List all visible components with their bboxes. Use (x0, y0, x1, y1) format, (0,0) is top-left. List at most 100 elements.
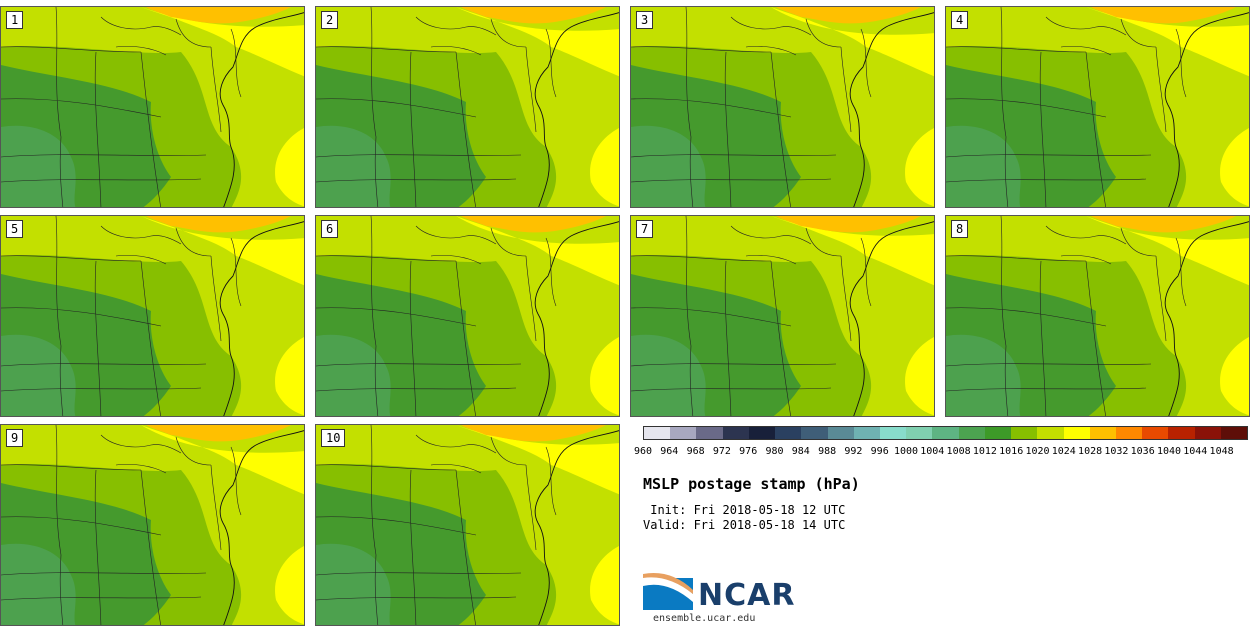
coastline (849, 12, 934, 207)
pressure-band-1028 (146, 425, 291, 442)
panel-label: 1 (6, 11, 24, 29)
pressure-band-1024-offshore (275, 546, 304, 625)
colorbar-swatch (1011, 427, 1038, 439)
great-lakes-outline (1045, 225, 1127, 265)
coastline (534, 430, 619, 625)
colorbar-tick-label: 1000 (893, 446, 919, 457)
pressure-band-1024-offshore (590, 546, 619, 625)
colorbar-swatch (1142, 427, 1169, 439)
pressure-band-1008 (316, 543, 391, 625)
init-time: Init: Fri 2018-05-18 12 UTC (643, 503, 846, 517)
panel-label: 9 (6, 429, 24, 447)
member-panel-7: 7 (630, 215, 935, 417)
colorbar-swatch (775, 427, 802, 439)
pressure-band-1024-offshore (905, 337, 934, 416)
state-borders (946, 216, 1187, 416)
pressure-band-1008 (631, 125, 706, 207)
coastline (219, 430, 304, 625)
colorbar-swatch (958, 427, 985, 439)
pressure-band-1008 (631, 334, 706, 416)
pressure-band-1028 (461, 7, 606, 24)
member-panel-2: 2 (315, 6, 620, 208)
pressure-band-1024-offshore (275, 337, 304, 416)
pressure-band-1028 (461, 216, 606, 233)
pressure-band-1028 (461, 425, 606, 442)
colorbar-tick-label: 984 (791, 446, 810, 457)
colorbar-swatch (670, 427, 697, 439)
panel-label: 4 (951, 11, 969, 29)
colorbar-swatch (984, 427, 1012, 439)
website-link[interactable]: ensemble.ucar.edu (653, 613, 756, 624)
great-lakes-outline (100, 16, 182, 56)
great-lakes-outline (415, 16, 497, 56)
colorbar-tick-label: 960 (633, 446, 653, 457)
state-borders (946, 7, 1187, 207)
colorbar-tick-label: 964 (660, 446, 679, 457)
great-lakes-outline (100, 225, 182, 265)
coastline (219, 12, 304, 207)
pressure-band-1024-offshore (1220, 128, 1249, 207)
coastline (534, 221, 619, 416)
great-lakes-outline (1045, 16, 1127, 56)
pressure-band-1024 (771, 216, 934, 286)
colorbar-swatch (801, 427, 828, 439)
colorbar-tick-label: 1012 (972, 446, 997, 457)
colorbar-swatch (853, 427, 880, 439)
great-lakes-outline (100, 434, 182, 474)
pressure-band-1024-offshore (275, 128, 304, 207)
pressure-band-1024 (1086, 216, 1249, 286)
state-borders (316, 7, 557, 207)
pressure-map (1, 216, 304, 416)
colorbar-tick-label: 980 (765, 446, 784, 457)
panel-label: 5 (6, 220, 24, 238)
colorbar-tick-label: 988 (818, 446, 837, 457)
member-panel-3: 3 (630, 6, 935, 208)
colorbar-swatch (722, 427, 749, 439)
state-borders (631, 216, 872, 416)
pressure-band-1008 (946, 125, 1021, 207)
pressure-map (946, 216, 1249, 416)
panel-label: 7 (636, 220, 654, 238)
coastline (219, 221, 304, 416)
member-panel-9: 9 (0, 424, 305, 626)
pressure-band-1008 (1, 543, 76, 625)
pressure-band-1024 (141, 216, 304, 286)
pressure-band-1008 (1, 125, 76, 207)
coastline (1164, 221, 1249, 416)
plot-title: MSLP postage stamp (hPa) (643, 475, 860, 493)
colorbar-tick-label: 1032 (1104, 446, 1129, 457)
state-borders (316, 216, 557, 416)
pressure-band-1008 (1, 334, 76, 416)
great-lakes-outline (415, 225, 497, 265)
member-panel-8: 8 (945, 215, 1250, 417)
colorbar-tick-label: 1008 (946, 446, 971, 457)
pressure-band-1024 (141, 7, 304, 77)
pressure-band-1008 (316, 125, 391, 207)
panel-label: 6 (321, 220, 339, 238)
state-borders (1, 425, 242, 625)
great-lakes-outline (730, 16, 812, 56)
colorbar (643, 426, 1248, 440)
colorbar-swatch (1089, 427, 1116, 439)
colorbar-swatch (1063, 427, 1090, 439)
ncar-logo-text: NCAR (698, 578, 796, 613)
pressure-map (316, 425, 619, 625)
pressure-map (316, 216, 619, 416)
pressure-band-1028 (146, 7, 291, 24)
member-panel-4: 4 (945, 6, 1250, 208)
great-lakes-outline (730, 225, 812, 265)
panel-label: 2 (321, 11, 339, 29)
pressure-band-1028 (776, 216, 921, 233)
pressure-band-1024 (456, 7, 619, 77)
colorbar-swatch (1115, 427, 1143, 439)
pressure-band-1024 (456, 216, 619, 286)
state-borders (1, 7, 242, 207)
colorbar-tick-label: 996 (870, 446, 889, 457)
state-borders (631, 7, 872, 207)
pressure-band-1024-offshore (905, 128, 934, 207)
colorbar-swatch (879, 427, 907, 439)
colorbar-ticks: 960 964 968 972 976 980 984 988 992 996 1000 1004 10… (630, 446, 1260, 460)
colorbar-swatch (1194, 427, 1221, 439)
pressure-band-1008 (316, 334, 391, 416)
member-panel-5: 5 (0, 215, 305, 417)
